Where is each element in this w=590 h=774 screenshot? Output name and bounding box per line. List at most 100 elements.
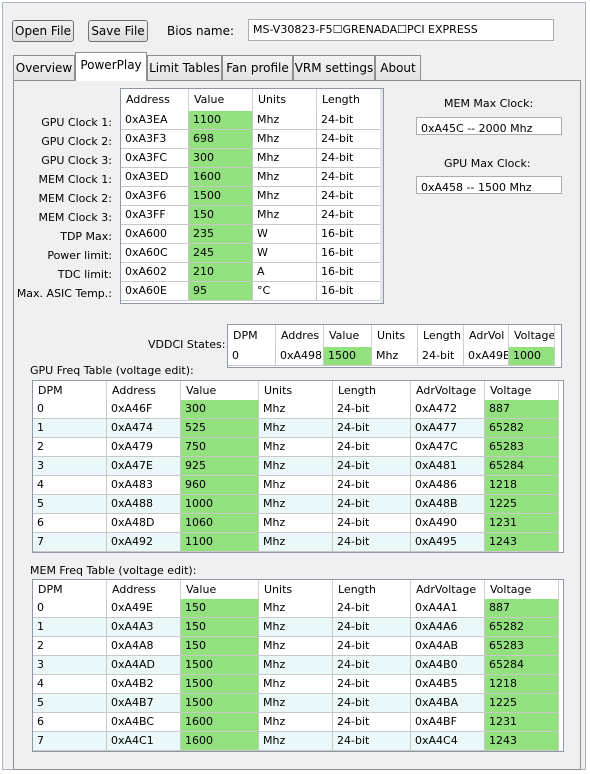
table-cell[interactable]: 95 [189, 282, 253, 301]
table-cell[interactable]: 6 [33, 713, 107, 732]
table-cell[interactable]: 300 [181, 400, 259, 419]
table-cell[interactable]: Mhz [253, 206, 317, 225]
mem-freq-table[interactable]: DPM Address Value Units Length AdrVoltage Volt… [32, 579, 564, 752]
table-cell[interactable]: 4 [33, 675, 107, 694]
table-cell[interactable]: 0 [228, 347, 276, 366]
table-cell[interactable]: 16-bit [317, 244, 381, 263]
table-cell[interactable]: 24-bit [333, 419, 411, 438]
column-header[interactable]: Value [324, 325, 372, 347]
table-cell[interactable]: 5 [33, 694, 107, 713]
table-cell[interactable]: Mhz [259, 457, 333, 476]
table-cell[interactable]: 150 [181, 637, 259, 656]
table-cell[interactable]: Mhz [253, 187, 317, 206]
table-cell[interactable]: 0xA60E [121, 282, 189, 301]
column-header[interactable]: Units [372, 325, 418, 347]
table-cell[interactable]: 24-bit [333, 732, 411, 751]
table-cell[interactable]: 0xA4A6 [411, 618, 485, 637]
tab-overview[interactable]: Overview [13, 55, 75, 80]
table-cell[interactable]: 0 [33, 400, 107, 419]
column-header[interactable]: DPM [33, 580, 107, 599]
table-cell[interactable]: 65282 [485, 618, 559, 637]
table-cell[interactable]: 1 [33, 618, 107, 637]
table-cell[interactable]: 0xA600 [121, 225, 189, 244]
table-cell[interactable]: 1500 [181, 694, 259, 713]
table-cell[interactable]: 24-bit [317, 149, 381, 168]
table-cell[interactable]: 24-bit [333, 457, 411, 476]
column-header[interactable]: DPM [33, 381, 107, 400]
scrollbar[interactable] [380, 89, 383, 303]
table-cell[interactable]: Mhz [259, 694, 333, 713]
table-cell[interactable]: 698 [189, 130, 253, 149]
table-cell[interactable]: 0xA486 [411, 476, 485, 495]
column-header[interactable]: Length [418, 325, 464, 347]
table-cell[interactable]: Mhz [259, 438, 333, 457]
table-cell[interactable]: 1500 [181, 656, 259, 675]
table-cell[interactable]: Mhz [372, 347, 418, 366]
table-cell[interactable]: 7 [33, 732, 107, 751]
table-cell[interactable]: 2 [33, 637, 107, 656]
table-cell[interactable]: 0xA4B7 [107, 694, 181, 713]
table-cell[interactable]: 150 [181, 599, 259, 618]
table-cell[interactable]: 0xA492 [107, 533, 181, 552]
table-cell[interactable]: W [253, 244, 317, 263]
table-cell[interactable]: 0xA488 [107, 495, 181, 514]
table-cell[interactable]: 0xA3FF [121, 206, 189, 225]
table-cell[interactable]: 3 [33, 656, 107, 675]
column-header[interactable]: DPM [228, 325, 276, 347]
table-cell[interactable]: 1218 [485, 675, 559, 694]
table-cell[interactable]: 24-bit [333, 675, 411, 694]
table-cell[interactable]: 4 [33, 476, 107, 495]
table-cell[interactable]: 1600 [189, 168, 253, 187]
column-header[interactable]: Value [181, 381, 259, 400]
table-cell[interactable]: Mhz [259, 637, 333, 656]
table-cell[interactable]: 5 [33, 495, 107, 514]
table-cell[interactable]: 245 [189, 244, 253, 263]
table-cell[interactable]: 0xA3FC [121, 149, 189, 168]
table-cell[interactable]: 0xA477 [411, 419, 485, 438]
table-cell[interactable]: 300 [189, 149, 253, 168]
table-cell[interactable]: Mhz [259, 618, 333, 637]
table-cell[interactable]: 1231 [485, 713, 559, 732]
table-cell[interactable]: 0xA49B [464, 347, 509, 366]
table-cell[interactable]: 0xA4AB [411, 637, 485, 656]
table-cell[interactable]: 0xA3EA [121, 111, 189, 130]
open-file-button[interactable]: Open File [12, 20, 74, 42]
table-cell[interactable]: 0xA4BC [107, 713, 181, 732]
table-cell[interactable]: 7 [33, 533, 107, 552]
column-header[interactable]: Value [181, 580, 259, 599]
table-cell[interactable]: 24-bit [333, 495, 411, 514]
table-cell[interactable]: A [253, 263, 317, 282]
table-cell[interactable]: 0xA3F6 [121, 187, 189, 206]
table-cell[interactable]: 24-bit [333, 599, 411, 618]
table-cell[interactable]: 0xA47E [107, 457, 181, 476]
table-cell[interactable]: 0xA4A3 [107, 618, 181, 637]
column-header[interactable]: Address [107, 580, 181, 599]
column-header[interactable]: Voltage [509, 325, 555, 347]
table-cell[interactable]: 525 [181, 419, 259, 438]
column-header[interactable]: AdrVoltage [411, 580, 485, 599]
table-cell[interactable]: 0xA4A1 [411, 599, 485, 618]
table-cell[interactable]: 0xA49E [107, 599, 181, 618]
mem-max-clock-field[interactable]: 0xA45C -- 2000 Mhz [416, 117, 562, 135]
table-cell[interactable]: Mhz [259, 713, 333, 732]
column-header[interactable]: Address [121, 89, 189, 111]
table-cell[interactable]: Mhz [259, 400, 333, 419]
table-cell[interactable]: 3 [33, 457, 107, 476]
table-cell[interactable]: 0xA4C4 [411, 732, 485, 751]
table-cell[interactable]: 0xA472 [411, 400, 485, 419]
table-cell[interactable]: Mhz [259, 599, 333, 618]
table-cell[interactable]: Mhz [253, 149, 317, 168]
table-cell[interactable]: 0xA48D [107, 514, 181, 533]
gpu-freq-table[interactable]: DPM Address Value Units Length AdrVoltage Volt… [32, 380, 564, 553]
table-cell[interactable]: 24-bit [317, 130, 381, 149]
table-cell[interactable]: 24-bit [317, 168, 381, 187]
table-cell[interactable]: 1500 [181, 675, 259, 694]
table-cell[interactable]: 0xA602 [121, 263, 189, 282]
powerplay-table[interactable]: Address Value Units Length 0xA3EA 1100 Mhz 24-b… [120, 88, 384, 304]
table-cell[interactable]: 150 [181, 618, 259, 637]
table-cell[interactable]: 0xA4AD [107, 656, 181, 675]
table-cell[interactable]: 0xA495 [411, 533, 485, 552]
column-header[interactable]: Length [333, 381, 411, 400]
table-cell[interactable]: 750 [181, 438, 259, 457]
table-cell[interactable]: 24-bit [333, 637, 411, 656]
